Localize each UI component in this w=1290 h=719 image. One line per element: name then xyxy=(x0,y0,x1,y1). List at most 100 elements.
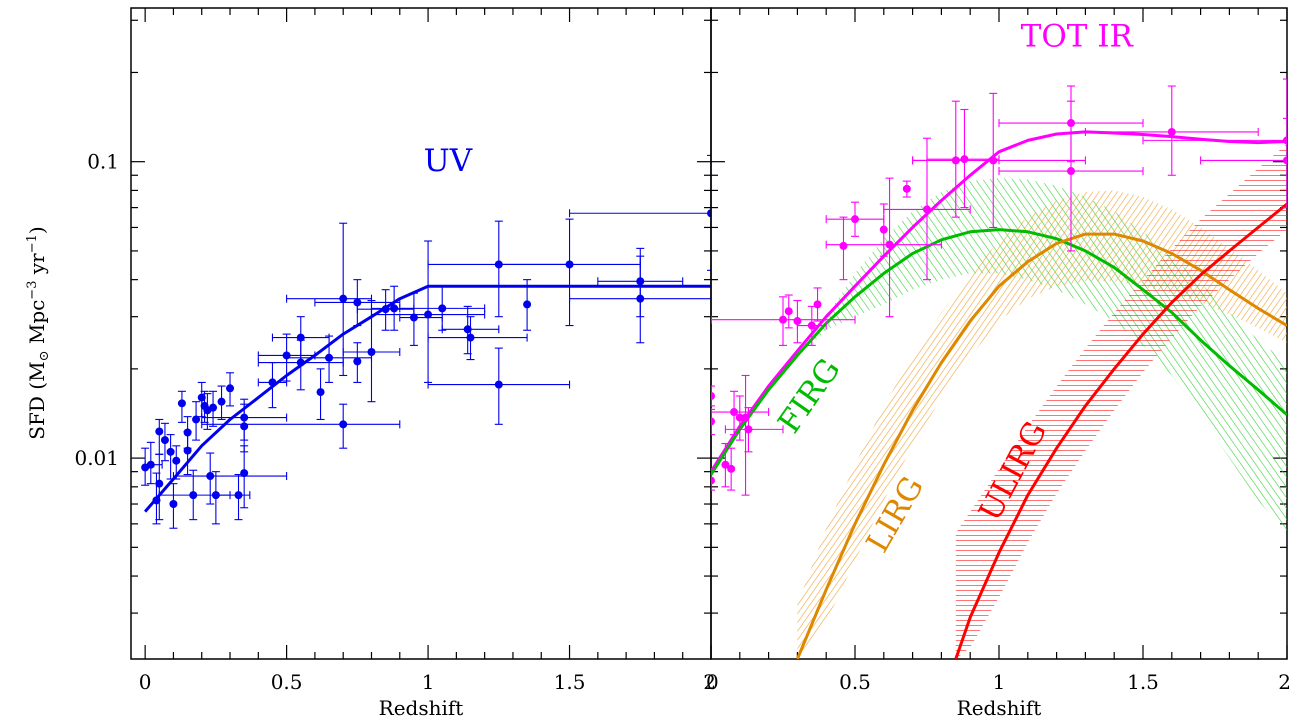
x-axis-label: Redshift xyxy=(379,696,464,719)
data-point xyxy=(463,325,472,334)
uncertainty-band xyxy=(797,190,1287,659)
data-point xyxy=(155,427,164,436)
data-point xyxy=(183,428,192,437)
data-point xyxy=(779,315,787,324)
data-point xyxy=(839,241,848,250)
uv-panel-points xyxy=(141,154,711,529)
data-point xyxy=(885,240,894,249)
x-tick-label: 0 xyxy=(139,670,152,694)
data-point xyxy=(813,300,822,309)
data-point xyxy=(169,500,178,509)
data-point xyxy=(438,304,447,313)
y-axis-label-exp2: −1 xyxy=(25,234,40,253)
data-point xyxy=(879,225,888,234)
data-point xyxy=(172,456,181,465)
data-point xyxy=(727,464,736,473)
data-point xyxy=(851,215,859,224)
data-point xyxy=(177,399,186,408)
data-point xyxy=(424,310,433,319)
data-point xyxy=(636,294,645,303)
data-point xyxy=(902,184,911,193)
data-point xyxy=(240,422,249,431)
series-annotation: TOT IR xyxy=(1021,18,1135,54)
data-point xyxy=(316,388,325,397)
data-point xyxy=(240,469,249,478)
data-point xyxy=(793,317,802,326)
series-line xyxy=(954,202,1287,659)
data-point xyxy=(923,205,931,214)
data-point xyxy=(711,417,715,426)
y-axis-label-unit2: yr xyxy=(25,253,49,281)
ir-panel-lines xyxy=(711,130,1287,659)
ir-panel-points xyxy=(711,78,1287,496)
data-point xyxy=(166,447,175,456)
data-point xyxy=(296,358,305,367)
data-point xyxy=(730,408,739,417)
y-axis-label-main: SFD (M xyxy=(25,361,49,439)
series-line xyxy=(711,130,1287,473)
x-tick-label: 2 xyxy=(1278,670,1290,694)
data-point xyxy=(325,353,334,362)
series-annotation: UV xyxy=(424,143,473,179)
data-point xyxy=(234,491,243,500)
data-point xyxy=(960,155,969,164)
uv-panel-ticks xyxy=(131,8,712,659)
x-tick-label: 1 xyxy=(422,670,435,694)
series-annotation: FIRG xyxy=(771,352,847,440)
data-point xyxy=(217,397,226,406)
x-tick-label: 1.5 xyxy=(1127,670,1159,694)
data-point xyxy=(206,472,215,481)
data-point xyxy=(735,413,744,422)
uv-panel: 0 0.5 1 1.5 2 0.01 0.1 Redshift UV xyxy=(74,7,716,719)
data-point xyxy=(160,436,169,445)
data-point xyxy=(381,305,390,314)
y-axis-label: SFD (M⊙ Mpc−3 yr−1) xyxy=(25,226,52,439)
x-tick-label: 0.5 xyxy=(271,670,303,694)
data-point xyxy=(565,260,574,269)
data-point xyxy=(707,209,711,218)
data-point xyxy=(209,403,218,412)
series-line xyxy=(796,232,1287,659)
y-axis-label-sun: ⊙ xyxy=(37,351,52,362)
data-point xyxy=(1283,136,1287,145)
data-point xyxy=(711,391,715,400)
y-tick-label: 0.1 xyxy=(87,150,119,174)
y-tick-label: 0.01 xyxy=(74,446,119,470)
series-line xyxy=(711,228,1287,476)
x-tick-label: 2 xyxy=(703,670,716,694)
data-point xyxy=(784,307,793,316)
data-point xyxy=(989,156,998,165)
data-point xyxy=(189,491,198,500)
data-point xyxy=(523,300,532,309)
data-point xyxy=(339,294,348,303)
data-point xyxy=(353,298,362,307)
y-axis-label-unit1: Mpc xyxy=(25,300,49,351)
uv-panel-labels: 0 0.5 1 1.5 2 0.01 0.1 Redshift UV xyxy=(74,143,716,719)
data-point xyxy=(353,357,362,366)
y-axis-label-close: ) xyxy=(25,226,49,234)
data-point xyxy=(1283,156,1287,165)
x-tick-label: 1 xyxy=(993,670,1006,694)
data-point xyxy=(466,333,475,342)
data-point xyxy=(146,460,155,469)
y-axis-label-exp1: −3 xyxy=(25,281,40,300)
data-point xyxy=(744,425,753,434)
data-point xyxy=(268,378,277,387)
data-point xyxy=(1067,167,1075,176)
data-point xyxy=(197,393,206,402)
x-tick-label: 1.5 xyxy=(554,670,586,694)
data-point xyxy=(741,413,750,422)
data-point xyxy=(339,420,348,429)
data-point xyxy=(226,384,235,393)
data-point xyxy=(155,479,164,488)
data-point xyxy=(721,460,730,469)
data-point xyxy=(1167,127,1176,136)
data-point xyxy=(494,380,503,389)
data-point xyxy=(367,348,376,357)
data-point xyxy=(152,496,161,505)
data-point xyxy=(409,313,418,322)
data-point xyxy=(711,476,715,485)
x-tick-label: 0.5 xyxy=(839,670,871,694)
